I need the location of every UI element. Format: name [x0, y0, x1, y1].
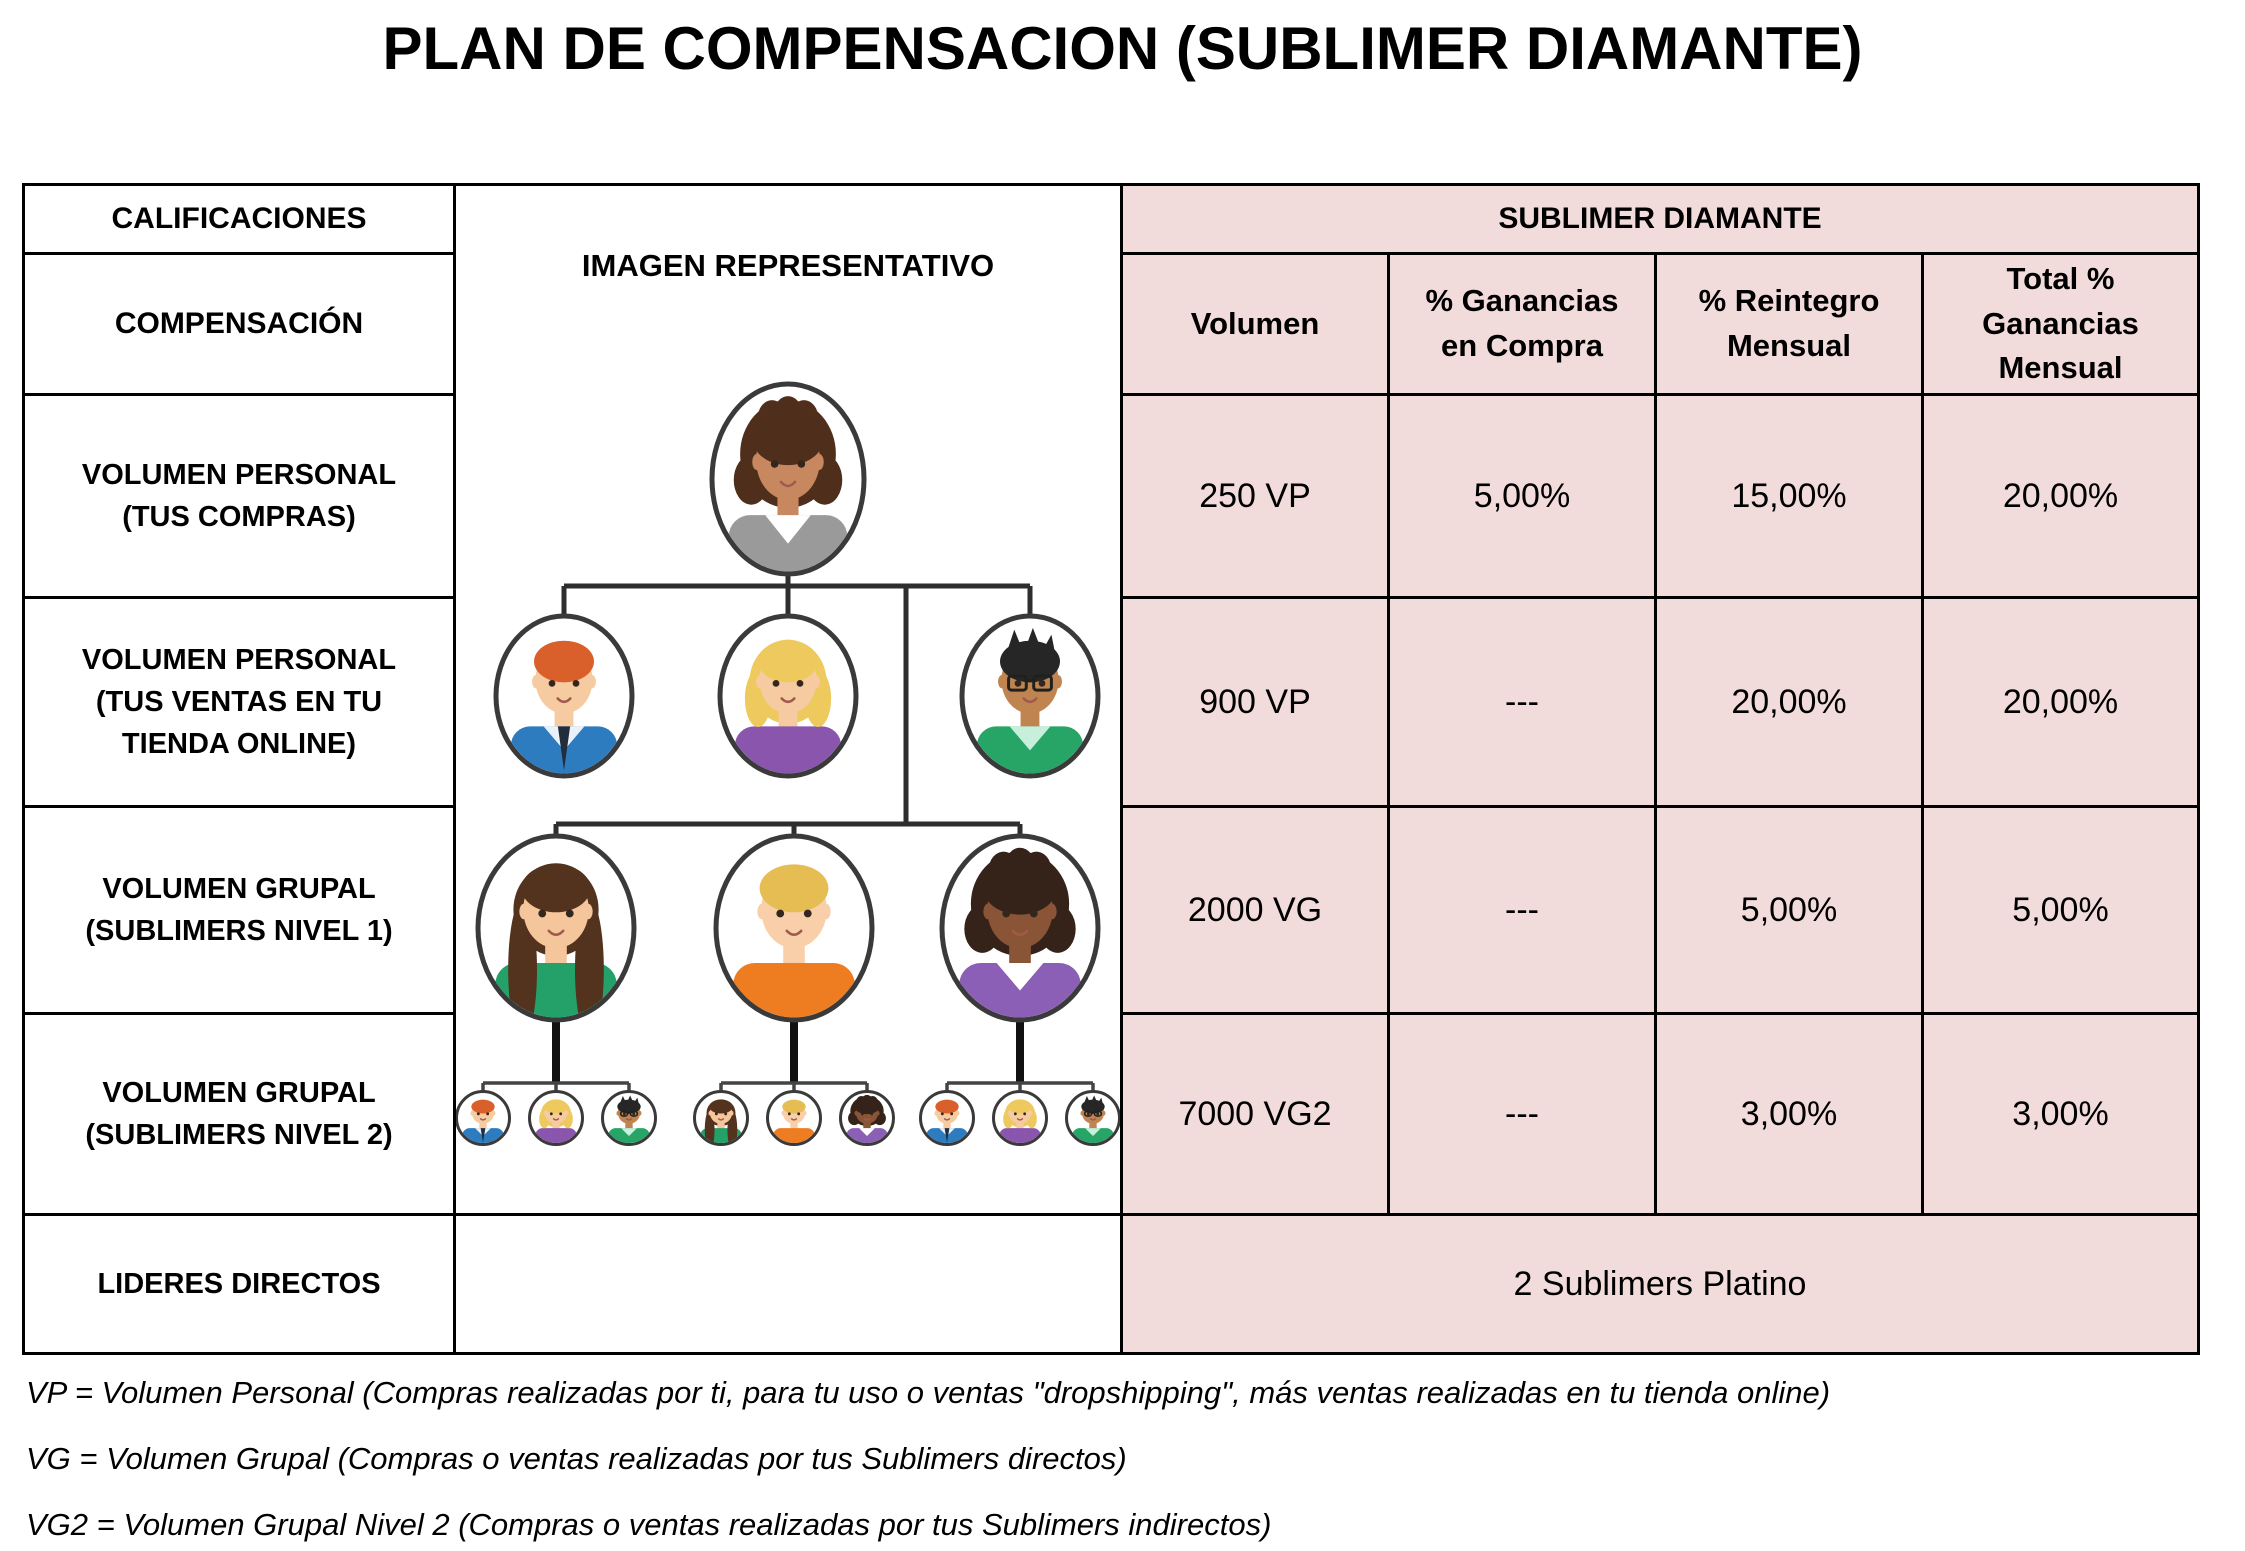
row-label-volumen-grupal-nivel1: VOLUMEN GRUPAL (SUBLIMERS NIVEL 1): [25, 808, 453, 1012]
org-chart: [456, 346, 1120, 1151]
avatar-leader-woman-gray-blazer: [709, 381, 867, 577]
cell-ganancias-row4: ---: [1390, 1015, 1654, 1213]
avatar-man-redhead-blue-shirt: [919, 1090, 975, 1146]
cell-total-row4: 3,00%: [1924, 1015, 2197, 1213]
cell-reintegro-row4: 3,00%: [1657, 1015, 1921, 1213]
group-header-sublimer-diamante: SUBLIMER DIAMANTE: [1123, 186, 2197, 252]
footnote-vg2: VG2 = Volumen Grupal Nivel 2 (Compras o …: [26, 1506, 1272, 1542]
avatar-woman-blonde-purple-top: [528, 1090, 584, 1146]
avatar-man-redhead-blue-shirt: [456, 1090, 511, 1146]
avatar-woman-blonde-purple-top: [717, 613, 859, 779]
avatar-woman-brunette-green-blouse: [693, 1090, 749, 1146]
cell-ganancias-row2: ---: [1390, 599, 1654, 805]
imagen-representativo-cell: IMAGEN REPRESENTATIVO: [456, 186, 1120, 1213]
cell-volumen-row3: 2000 VG: [1123, 808, 1387, 1012]
cell-ganancias-row1: 5,00%: [1390, 396, 1654, 596]
cell-lideres-value: 2 Sublimers Platino: [1123, 1216, 2197, 1352]
avatar-man-blackhair-green-sweater: [601, 1090, 657, 1146]
cell-reintegro-row3: 5,00%: [1657, 808, 1921, 1012]
imagen-header: IMAGEN REPRESENTATIVO: [581, 248, 995, 283]
cell-volumen-row2: 900 VP: [1123, 599, 1387, 805]
avatar-woman-blonde-purple-top: [992, 1090, 1048, 1146]
footnotes: VP = Volumen Personal (Compras realizada…: [26, 1372, 2216, 1551]
avatar-woman-dark-purple-blazer: [939, 833, 1101, 1023]
calificaciones-header: CALIFICACIONES: [25, 186, 453, 252]
compensation-table: CALIFICACIONES COMPENSACIÓN IMAGEN REPRE…: [22, 183, 2200, 1355]
lideres-image-cell-empty: [456, 1216, 1120, 1352]
cell-volumen-row1: 250 VP: [1123, 396, 1387, 596]
avatar-man-blackhair-green-sweater: [1065, 1090, 1120, 1146]
column-header-volumen: Volumen: [1123, 255, 1387, 393]
column-header-reintegro: % Reintegro Mensual: [1657, 255, 1921, 393]
cell-reintegro-row1: 15,00%: [1657, 396, 1921, 596]
compensacion-header: COMPENSACIÓN: [25, 255, 453, 393]
avatar-woman-dark-purple-blazer: [839, 1090, 895, 1146]
footnote-vg: VG = Volumen Grupal (Compras o ventas re…: [26, 1440, 1127, 1476]
page-title: PLAN DE COMPENSACION (SUBLIMER DIAMANTE): [382, 15, 1863, 82]
footnote-vp: VP = Volumen Personal (Compras realizada…: [26, 1375, 1831, 1410]
avatar-man-redhead-blue-shirt: [493, 613, 635, 779]
cell-total-row2: 20,00%: [1924, 599, 2197, 805]
cell-reintegro-row2: 20,00%: [1657, 599, 1921, 805]
column-header-total: Total % Ganancias Mensual: [1924, 255, 2197, 393]
row-label-volumen-personal-ventas: VOLUMEN PERSONAL (TUS VENTAS EN TU TIEND…: [25, 599, 453, 805]
row-label-volumen-grupal-nivel2: VOLUMEN GRUPAL (SUBLIMERS NIVEL 2): [25, 1015, 453, 1213]
cell-ganancias-row3: ---: [1390, 808, 1654, 1012]
avatar-woman-brunette-green-blouse: [475, 833, 637, 1023]
cell-volumen-row4: 7000 VG2: [1123, 1015, 1387, 1213]
cell-total-row3: 5,00%: [1924, 808, 2197, 1012]
row-label-volumen-personal-compras: VOLUMEN PERSONAL (TUS COMPRAS): [25, 396, 453, 596]
avatar-man-blond-orange-shirt: [766, 1090, 822, 1146]
avatar-man-blackhair-green-sweater: [959, 613, 1101, 779]
cell-total-row1: 20,00%: [1924, 396, 2197, 596]
column-header-ganancias: % Ganancias en Compra: [1390, 255, 1654, 393]
row-label-lideres-directos: LIDERES DIRECTOS: [25, 1216, 453, 1352]
org-chart-svg: [456, 381, 1120, 1146]
avatar-man-blond-orange-shirt: [713, 833, 875, 1023]
